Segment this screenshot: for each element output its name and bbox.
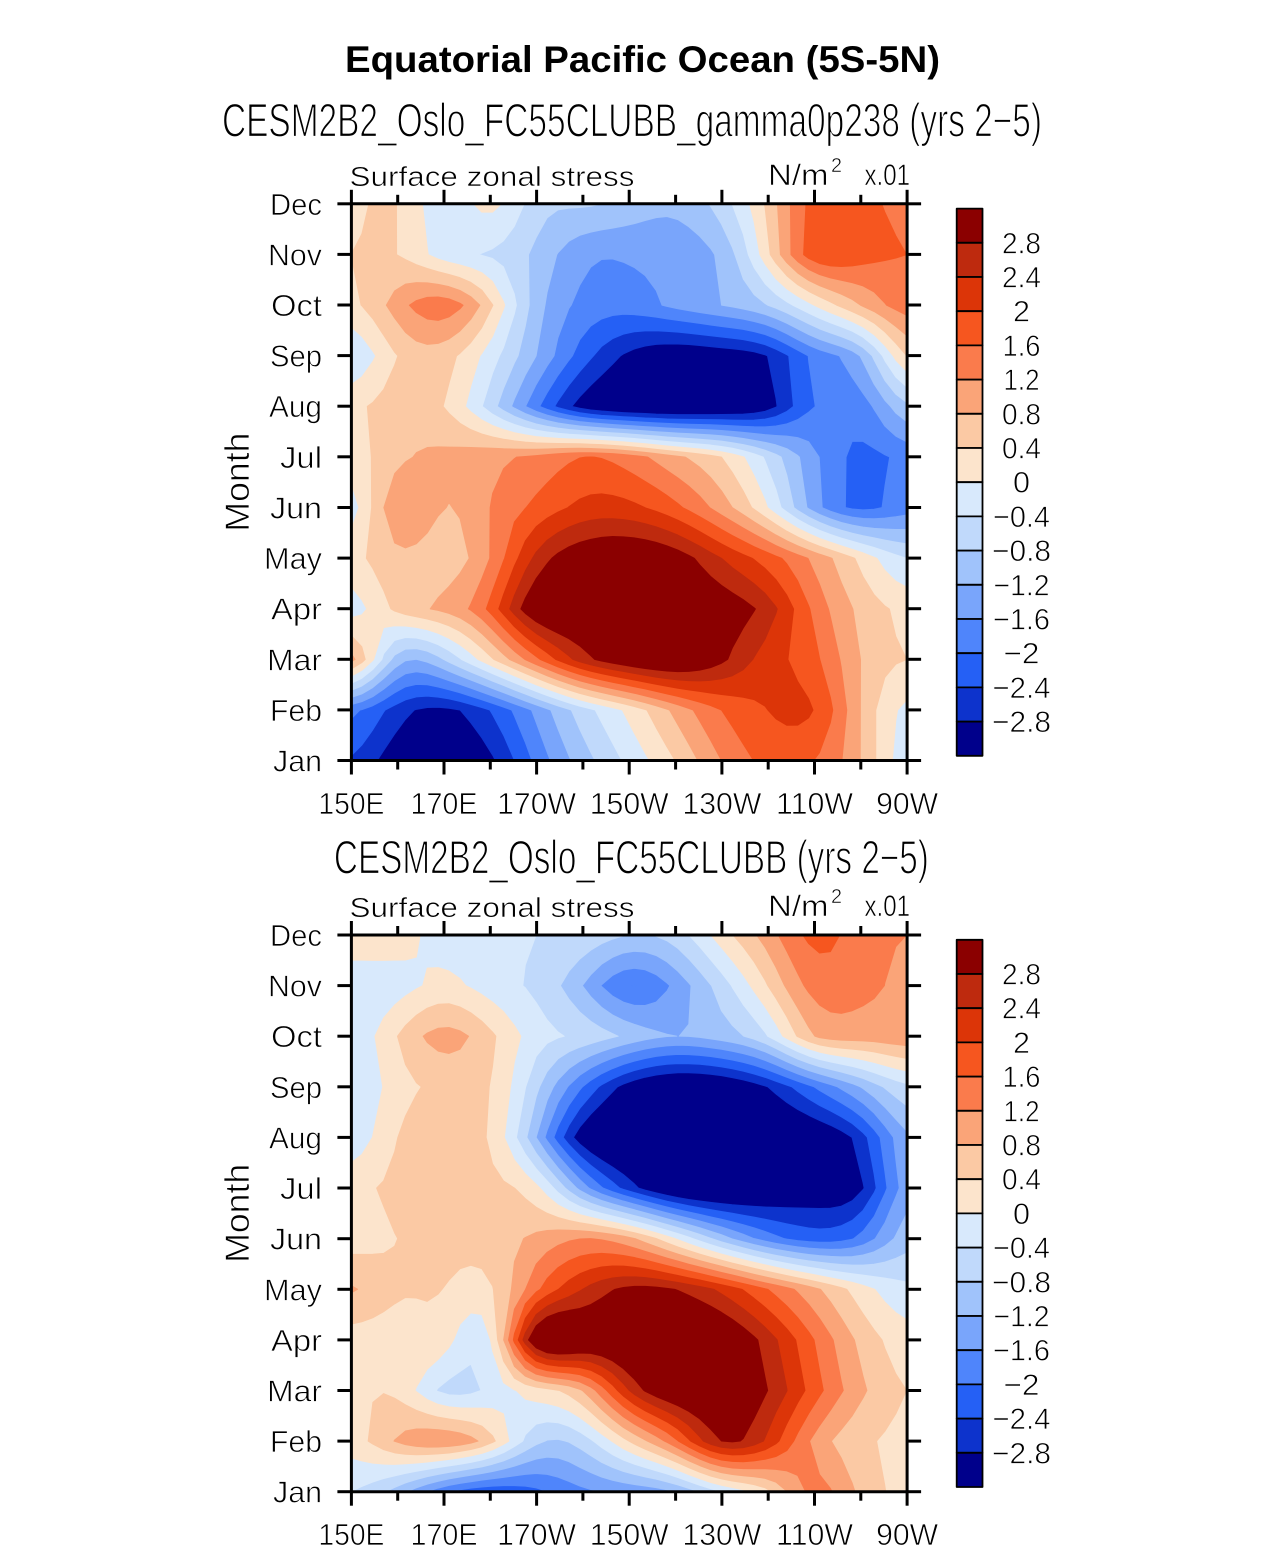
svg-text:x.01: x.01 <box>865 890 911 923</box>
svg-text:0.4: 0.4 <box>1002 1164 1041 1197</box>
svg-text:1.6: 1.6 <box>1003 330 1041 363</box>
svg-text:Feb: Feb <box>270 1424 322 1459</box>
svg-text:2: 2 <box>1013 296 1030 329</box>
svg-text:Jul: Jul <box>280 440 322 475</box>
svg-text:150E: 150E <box>318 1517 384 1550</box>
svg-text:CESM2B2_Oslo_FC55CLUBB (yrs 2−: CESM2B2_Oslo_FC55CLUBB (yrs 2−5) <box>334 831 929 884</box>
svg-text:Jan: Jan <box>273 1475 322 1510</box>
svg-text:2: 2 <box>1013 1027 1030 1060</box>
svg-text:Sep: Sep <box>270 1070 322 1105</box>
svg-text:Dec: Dec <box>270 187 322 222</box>
svg-text:110W: 110W <box>776 786 854 821</box>
svg-text:0: 0 <box>1013 467 1030 500</box>
svg-text:Month: Month <box>219 1164 257 1263</box>
svg-text:150W: 150W <box>590 1517 670 1550</box>
svg-text:−2.8: −2.8 <box>992 1437 1051 1470</box>
svg-text:1.2: 1.2 <box>1004 1095 1040 1128</box>
svg-text:150E: 150E <box>318 786 384 821</box>
svg-text:Nov: Nov <box>268 237 322 272</box>
svg-text:Jun: Jun <box>270 1222 322 1257</box>
svg-text:0: 0 <box>1013 1198 1030 1231</box>
svg-text:Surface zonal stress: Surface zonal stress <box>350 161 635 192</box>
svg-text:170W: 170W <box>497 786 577 821</box>
svg-text:−2: −2 <box>1004 638 1040 671</box>
svg-text:2: 2 <box>831 155 842 177</box>
svg-text:x.01: x.01 <box>865 159 911 192</box>
svg-text:May: May <box>264 1272 322 1307</box>
svg-text:N/m: N/m <box>768 159 829 192</box>
svg-text:Month: Month <box>219 433 257 532</box>
svg-text:Mar: Mar <box>267 642 322 677</box>
svg-text:Sep: Sep <box>270 339 322 374</box>
svg-text:170E: 170E <box>411 786 478 821</box>
svg-text:Mar: Mar <box>267 1374 322 1409</box>
svg-text:0.8: 0.8 <box>1002 398 1041 431</box>
svg-text:2: 2 <box>831 886 842 908</box>
svg-text:Jun: Jun <box>270 491 322 526</box>
svg-text:−1.6: −1.6 <box>993 604 1050 637</box>
svg-text:Aug: Aug <box>269 1120 322 1155</box>
svg-text:1.2: 1.2 <box>1004 364 1040 397</box>
svg-text:130W: 130W <box>682 786 762 821</box>
svg-text:Dec: Dec <box>270 918 322 953</box>
svg-text:CESM2B2_Oslo_FC55CLUBB_gamma0p: CESM2B2_Oslo_FC55CLUBB_gamma0p238 (yrs 2… <box>222 93 1042 146</box>
svg-text:−1.2: −1.2 <box>994 1301 1050 1334</box>
svg-text:130W: 130W <box>682 1517 762 1550</box>
svg-text:−2.4: −2.4 <box>993 672 1051 705</box>
svg-text:2.4: 2.4 <box>1002 262 1041 295</box>
svg-text:−1.2: −1.2 <box>994 569 1050 602</box>
svg-text:−2.4: −2.4 <box>993 1403 1051 1436</box>
svg-text:N/m: N/m <box>768 890 829 923</box>
svg-text:2.8: 2.8 <box>1002 227 1041 260</box>
svg-text:Jan: Jan <box>273 744 322 779</box>
svg-text:Feb: Feb <box>270 693 322 728</box>
svg-text:0.4: 0.4 <box>1002 433 1041 466</box>
svg-text:−2: −2 <box>1004 1369 1040 1402</box>
svg-text:170E: 170E <box>411 1517 478 1550</box>
svg-text:−0.4: −0.4 <box>993 501 1050 534</box>
svg-text:90W: 90W <box>876 1517 939 1550</box>
svg-text:−0.8: −0.8 <box>992 1266 1051 1299</box>
svg-text:Aug: Aug <box>269 389 322 424</box>
svg-text:−2.8: −2.8 <box>992 706 1051 739</box>
svg-text:Surface zonal stress: Surface zonal stress <box>350 892 635 923</box>
svg-text:May: May <box>264 541 322 576</box>
svg-text:−1.6: −1.6 <box>993 1335 1050 1368</box>
svg-text:1.6: 1.6 <box>1003 1061 1041 1094</box>
svg-text:0.8: 0.8 <box>1002 1130 1041 1163</box>
svg-text:−0.4: −0.4 <box>993 1232 1050 1265</box>
svg-text:150W: 150W <box>590 786 670 821</box>
svg-text:−0.8: −0.8 <box>992 535 1051 568</box>
svg-text:90W: 90W <box>876 786 939 821</box>
svg-text:Equatorial Pacific Ocean (5S-5: Equatorial Pacific Ocean (5S-5N) <box>345 39 940 80</box>
svg-text:2.8: 2.8 <box>1002 959 1041 992</box>
svg-text:110W: 110W <box>776 1517 854 1550</box>
svg-text:Nov: Nov <box>268 969 322 1004</box>
svg-text:Apr: Apr <box>271 1323 322 1358</box>
svg-text:170W: 170W <box>497 1517 577 1550</box>
svg-text:2.4: 2.4 <box>1002 993 1041 1026</box>
svg-text:Jul: Jul <box>280 1171 322 1206</box>
svg-text:Apr: Apr <box>271 592 322 627</box>
svg-text:Oct: Oct <box>271 1019 322 1054</box>
svg-text:Oct: Oct <box>271 288 322 323</box>
